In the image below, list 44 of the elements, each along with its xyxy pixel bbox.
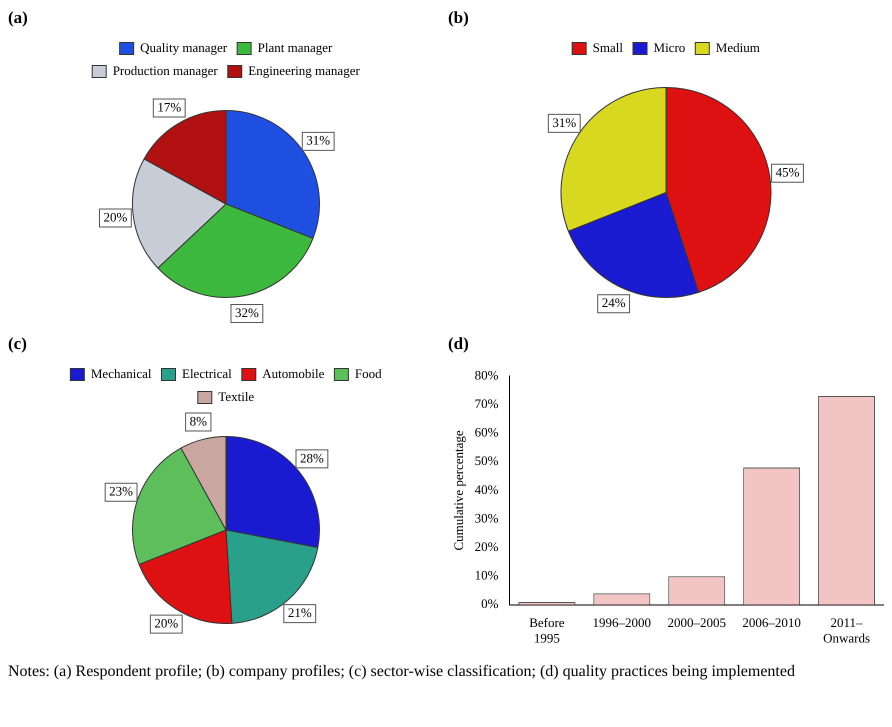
legend-label: Electrical <box>182 366 232 381</box>
chart-title: (d) <box>448 334 470 354</box>
legend-label: Quality manager <box>140 40 228 55</box>
data-label: 17% <box>157 99 182 114</box>
legend-label: Food <box>354 366 382 381</box>
y-axis-title: Cumulative percentage <box>451 430 466 550</box>
x-tick-label: 1996–2000 <box>592 615 652 630</box>
y-tick-label: 70% <box>474 396 499 412</box>
data-label: 20% <box>154 616 178 631</box>
data-label: 20% <box>103 209 128 224</box>
data-label: 23% <box>109 484 134 499</box>
chart-title: (c) <box>8 334 28 354</box>
y-tick-label: 30% <box>474 510 499 526</box>
x-tick-label: Before 1995 <box>529 615 565 646</box>
legend-label: Textile <box>218 388 254 404</box>
data-label: 32% <box>234 304 259 320</box>
data-label: 28% <box>300 450 324 466</box>
legend-label: Automobile <box>262 366 325 381</box>
legend-label: Engineering manager <box>248 62 360 78</box>
legend-label: Micro <box>654 40 686 55</box>
y-tick-label: 20% <box>474 539 499 554</box>
text: Notes: (a) Respondent profile; (b) company profiles; (c) sector-wise classification; (d) quality practices being implemented <box>8 662 796 682</box>
y-tick-label: 80% <box>474 367 499 382</box>
x-tick-label: 2006–2010 <box>742 615 801 630</box>
legend-label: Production manager <box>112 62 218 78</box>
data-label: 24% <box>602 295 626 310</box>
chart-title: (b) <box>448 8 470 28</box>
data-label: 31% <box>306 132 330 148</box>
y-tick-label: 40% <box>474 482 499 497</box>
y-tick-label: 60% <box>474 424 499 440</box>
y-tick-label: 50% <box>474 453 499 468</box>
data-label: 31% <box>552 114 576 130</box>
y-tick-label: 10% <box>474 568 499 583</box>
legend-label: Mechanical <box>90 366 152 381</box>
chart-title: (a) <box>8 8 29 28</box>
x-tick-label: 2000–2005 <box>667 615 726 630</box>
legend-label: Medium <box>716 40 760 55</box>
legend-label: Plant manager <box>258 40 334 55</box>
x-tick-label: 2011– Onwards <box>823 615 870 646</box>
data-label: 45% <box>776 164 800 180</box>
legend-label: Small <box>592 40 624 55</box>
data-label: 8% <box>190 413 208 428</box>
data-label: 21% <box>288 605 312 620</box>
y-tick-label: 0% <box>481 596 499 612</box>
